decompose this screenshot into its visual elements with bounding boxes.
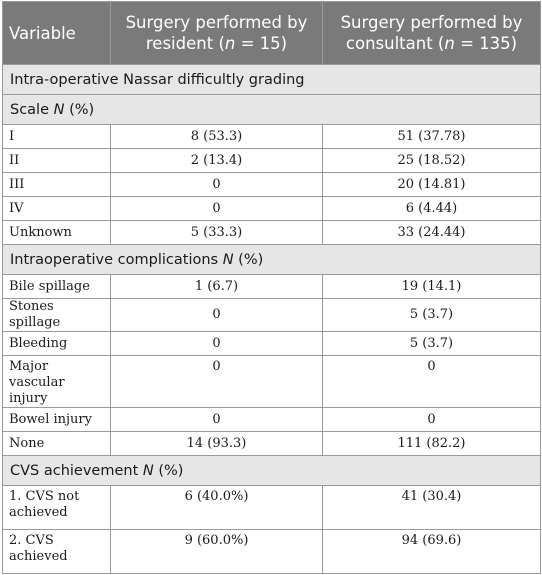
row-label: 2. CVS achieved (2, 529, 111, 574)
table-row: Stones spillage 0 5 (3.7) (2, 298, 541, 332)
consultant-value: 41 (30.4) (322, 485, 541, 530)
consultant-value: 5 (3.7) (322, 331, 541, 356)
row-label: None (2, 431, 111, 456)
resident-value: 0 (110, 331, 323, 356)
consultant-value: 6 (4.44) (322, 196, 541, 221)
section-row-scale: Scale N (%) (2, 94, 541, 125)
consultant-value: 0 (322, 407, 541, 432)
table-row: Unknown 5 (33.3) 33 (24.44) (2, 220, 541, 245)
row-label: II (2, 148, 111, 173)
header-consultant-prefix: Surgery performed by consultant ( (340, 13, 523, 53)
section-scale-prefix: Scale (10, 101, 54, 118)
section-scale-n: N (53, 101, 65, 118)
table-row: 1. CVS not achieved 6 (40.0%) 41 (30.4) (2, 485, 541, 530)
section-scale-suffix: (%) (64, 101, 95, 118)
table-row: Major vascular injury 0 0 (2, 355, 541, 408)
section-cvs-suffix: (%) (153, 462, 184, 479)
section-complications-prefix: Intraoperative complications (10, 251, 223, 268)
section-cvs-prefix: CVS achievement (10, 462, 143, 479)
table-row: Bile spillage 1 (6.7) 19 (14.1) (2, 274, 541, 299)
section-scale-label: Scale N (%) (2, 94, 541, 125)
header-row: Variable Surgery performed by resident (… (2, 1, 541, 65)
section-complications-suffix: (%) (233, 251, 264, 268)
section-complications-label: Intraoperative complications N (%) (2, 244, 541, 275)
header-consultant: Surgery performed by consultant (n = 135… (322, 1, 541, 65)
resident-value: 5 (33.3) (110, 220, 323, 245)
consultant-value: 0 (322, 355, 541, 408)
row-label: IV (2, 196, 111, 221)
consultant-value: 51 (37.78) (322, 124, 541, 149)
table-row: III 0 20 (14.81) (2, 172, 541, 197)
consultant-value: 94 (69.6) (322, 529, 541, 574)
resident-value: 8 (53.3) (110, 124, 323, 149)
section-row-cvs: CVS achievement N (%) (2, 455, 541, 486)
row-label: Stones spillage (2, 298, 111, 332)
header-consultant-n: n (444, 34, 455, 53)
table-row: 2. CVS achieved 9 (60.0%) 94 (69.6) (2, 529, 541, 574)
resident-value: 14 (93.3) (110, 431, 323, 456)
row-label: Major vascular injury (2, 355, 111, 408)
section-complications-n: N (222, 251, 234, 268)
table-row: Bowel injury 0 0 (2, 407, 541, 432)
table-row: None 14 (93.3) 111 (82.2) (2, 431, 541, 456)
row-label: Unknown (2, 220, 111, 245)
section-cvs-n: N (142, 462, 154, 479)
section-row-nassar: Intra-operative Nassar difficultly gradi… (2, 64, 541, 95)
resident-value: 6 (40.0%) (110, 485, 323, 530)
section-cvs-label: CVS achievement N (%) (2, 455, 541, 486)
header-resident-n: n (224, 34, 236, 53)
resident-value: 2 (13.4) (110, 148, 323, 173)
resident-value: 0 (110, 355, 323, 408)
header-resident-suffix: = 15) (235, 34, 288, 53)
consultant-value: 111 (82.2) (322, 431, 541, 456)
resident-value: 9 (60.0%) (110, 529, 323, 574)
table-row: Bleeding 0 5 (3.7) (2, 331, 541, 356)
row-label: Bile spillage (2, 274, 111, 299)
table-row: II 2 (13.4) 25 (18.52) (2, 148, 541, 173)
section-nassar-label: Intra-operative Nassar difficultly gradi… (2, 64, 541, 95)
header-variable: Variable (2, 1, 111, 65)
row-label: 1. CVS not achieved (2, 485, 111, 530)
consultant-value: 25 (18.52) (322, 148, 541, 173)
resident-value: 0 (110, 298, 323, 332)
consultant-value: 5 (3.7) (322, 298, 541, 332)
resident-value: 0 (110, 196, 323, 221)
table-row: I 8 (53.3) 51 (37.78) (2, 124, 541, 149)
resident-value: 0 (110, 172, 323, 197)
consultant-value: 19 (14.1) (322, 274, 541, 299)
row-label: III (2, 172, 111, 197)
row-label: Bowel injury (2, 407, 111, 432)
resident-value: 1 (6.7) (110, 274, 323, 299)
header-resident: Surgery performed by resident (n = 15) (110, 1, 323, 65)
header-consultant-suffix: = 135) (454, 34, 518, 53)
section-row-complications: Intraoperative complications N (%) (2, 244, 541, 275)
row-label: Bleeding (2, 331, 111, 356)
consultant-value: 33 (24.44) (322, 220, 541, 245)
row-label: I (2, 124, 111, 149)
header-resident-prefix: Surgery performed by resident ( (125, 13, 308, 53)
resident-value: 0 (110, 407, 323, 432)
consultant-value: 20 (14.81) (322, 172, 541, 197)
table-row: IV 0 6 (4.44) (2, 196, 541, 221)
